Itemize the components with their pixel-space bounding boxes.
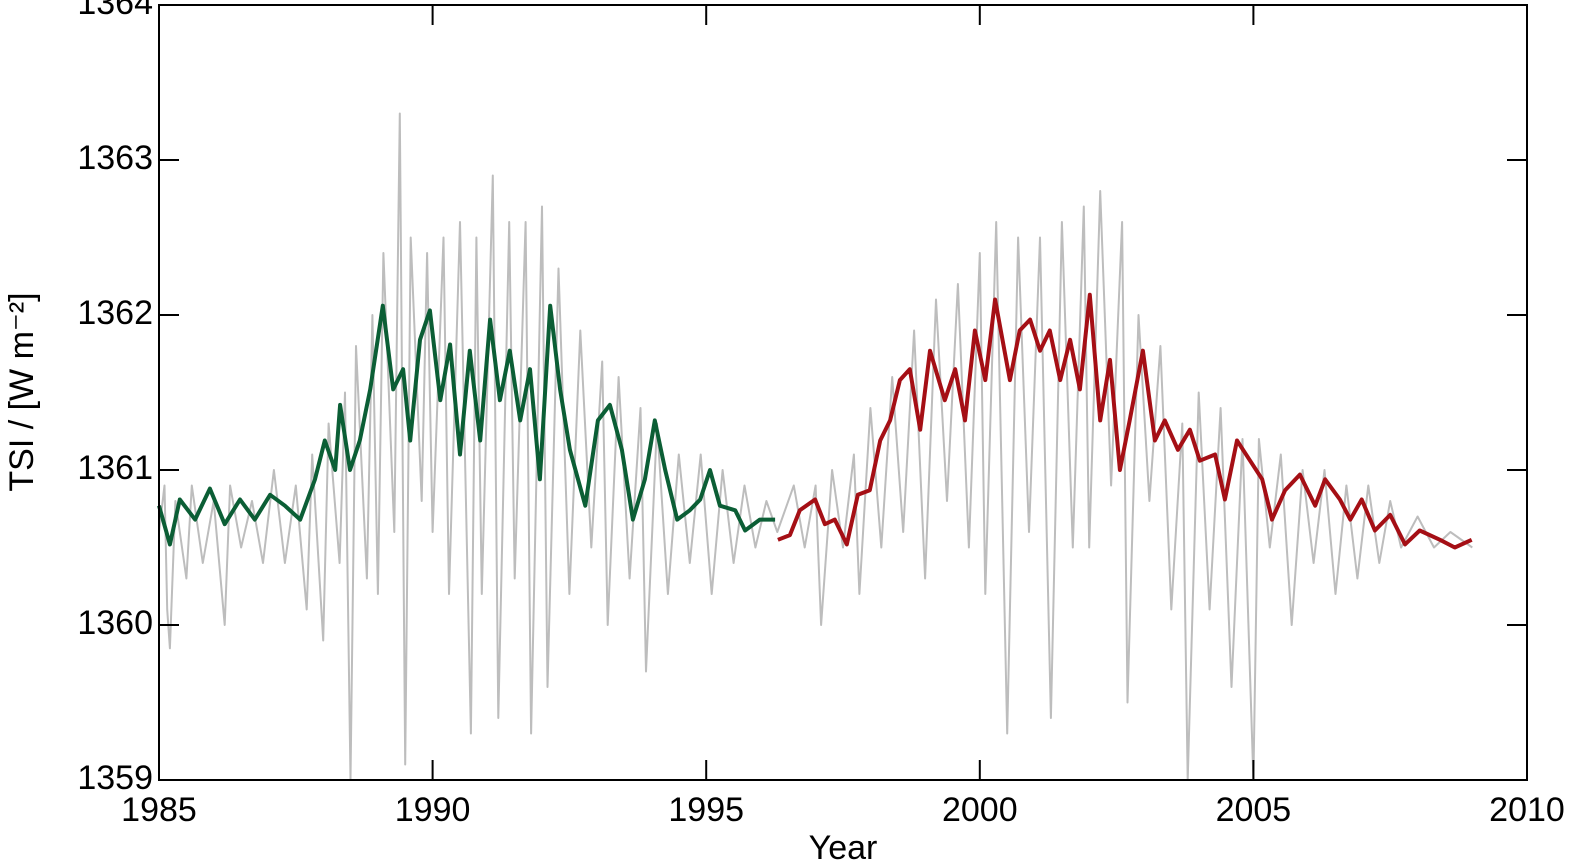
y-tick-label: 1364 (77, 0, 153, 22)
x-axis-label: Year (809, 829, 878, 867)
y-tick-label: 1359 (77, 759, 153, 797)
y-tick-label: 1360 (77, 604, 153, 642)
x-tick-label: 2005 (1216, 791, 1292, 829)
y-axis-label: TSI / [W m⁻²] (3, 292, 41, 491)
data-line (158, 112, 1473, 781)
data-line (777, 292, 1473, 550)
y-tick-label: 1362 (77, 294, 153, 332)
x-tick-label: 1995 (668, 791, 744, 829)
plot-frame (158, 4, 1528, 781)
x-tick-label: 1990 (395, 791, 471, 829)
y-tick-label: 1363 (77, 139, 153, 177)
y-tick-label: 1361 (77, 449, 153, 487)
x-tick-label: 2000 (942, 791, 1018, 829)
data-line (157, 303, 776, 547)
x-tick-label: 1985 (121, 791, 197, 829)
x-tick-label: 2010 (1489, 791, 1565, 829)
